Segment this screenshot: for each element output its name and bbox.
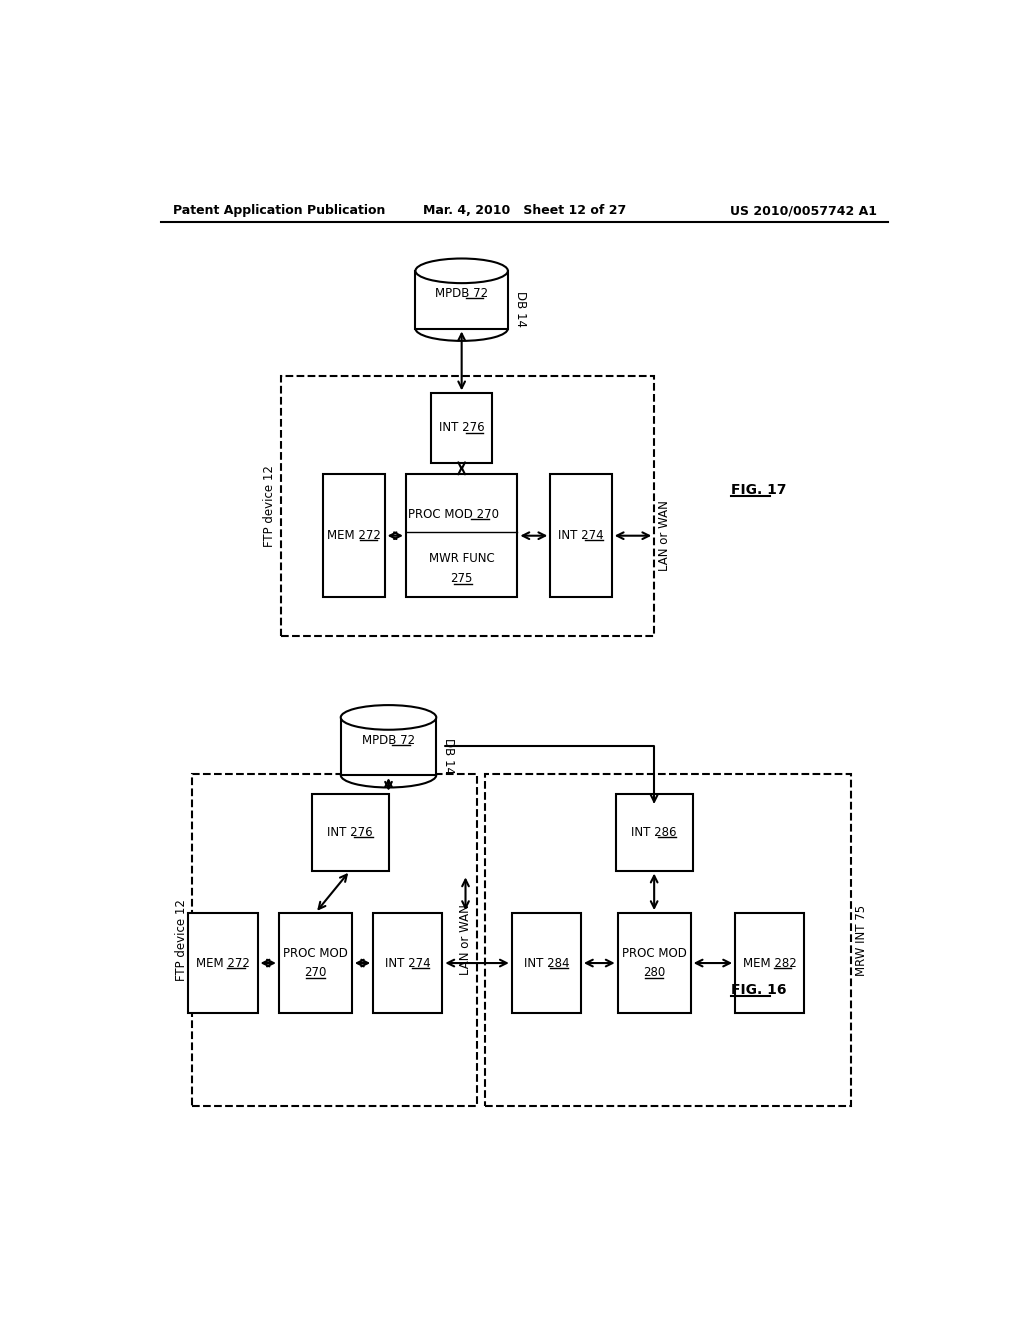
Bar bbox=[279, 913, 352, 1014]
Ellipse shape bbox=[341, 705, 436, 730]
Text: MEM 272: MEM 272 bbox=[196, 957, 250, 970]
Text: 270: 270 bbox=[304, 966, 327, 979]
Text: LAN or WAN: LAN or WAN bbox=[459, 904, 472, 975]
Bar bbox=[193, 775, 477, 1106]
Text: INT 274: INT 274 bbox=[558, 529, 604, 543]
Bar bbox=[512, 913, 581, 1014]
Bar bbox=[188, 913, 258, 1014]
Bar bbox=[484, 775, 851, 1106]
Text: LAN or WAN: LAN or WAN bbox=[657, 500, 671, 572]
Text: DB 14: DB 14 bbox=[442, 738, 456, 774]
Ellipse shape bbox=[416, 259, 508, 284]
Text: INT 276: INT 276 bbox=[328, 825, 373, 838]
Text: 280: 280 bbox=[643, 966, 666, 979]
Bar bbox=[311, 793, 388, 871]
Text: MEM 272: MEM 272 bbox=[327, 529, 381, 543]
Text: Patent Application Publication: Patent Application Publication bbox=[173, 205, 385, 218]
Text: MWR FUNC: MWR FUNC bbox=[429, 552, 495, 565]
Text: INT 286: INT 286 bbox=[632, 825, 677, 838]
Text: FTP device 12: FTP device 12 bbox=[174, 899, 187, 981]
Text: INT 274: INT 274 bbox=[385, 957, 430, 970]
Text: FTP device 12: FTP device 12 bbox=[263, 465, 276, 546]
Text: MEM 282: MEM 282 bbox=[742, 957, 797, 970]
Text: FIG. 16: FIG. 16 bbox=[731, 983, 786, 997]
Text: 275: 275 bbox=[451, 572, 473, 585]
Bar bbox=[735, 913, 804, 1014]
Bar bbox=[431, 393, 493, 462]
Text: INT 276: INT 276 bbox=[439, 421, 484, 434]
Bar bbox=[416, 271, 508, 329]
Text: MPDB 72: MPDB 72 bbox=[435, 286, 488, 300]
Bar bbox=[281, 376, 654, 636]
Text: MPDB 72: MPDB 72 bbox=[361, 734, 415, 747]
Bar bbox=[617, 913, 691, 1014]
Text: Mar. 4, 2010   Sheet 12 of 27: Mar. 4, 2010 Sheet 12 of 27 bbox=[423, 205, 627, 218]
Bar bbox=[615, 793, 692, 871]
Bar bbox=[323, 474, 385, 598]
Bar bbox=[373, 913, 442, 1014]
Text: INT 284: INT 284 bbox=[523, 957, 569, 970]
Text: PROC MOD: PROC MOD bbox=[622, 948, 687, 961]
Text: US 2010/0057742 A1: US 2010/0057742 A1 bbox=[730, 205, 878, 218]
Bar bbox=[550, 474, 611, 598]
Text: MRW INT 75: MRW INT 75 bbox=[855, 904, 868, 975]
Text: PROC MOD: PROC MOD bbox=[283, 948, 348, 961]
Text: FIG. 17: FIG. 17 bbox=[731, 483, 786, 496]
Text: PROC MOD 270: PROC MOD 270 bbox=[409, 508, 500, 520]
Text: DB 14: DB 14 bbox=[514, 290, 527, 327]
Bar bbox=[341, 718, 436, 775]
Bar bbox=[406, 474, 517, 598]
